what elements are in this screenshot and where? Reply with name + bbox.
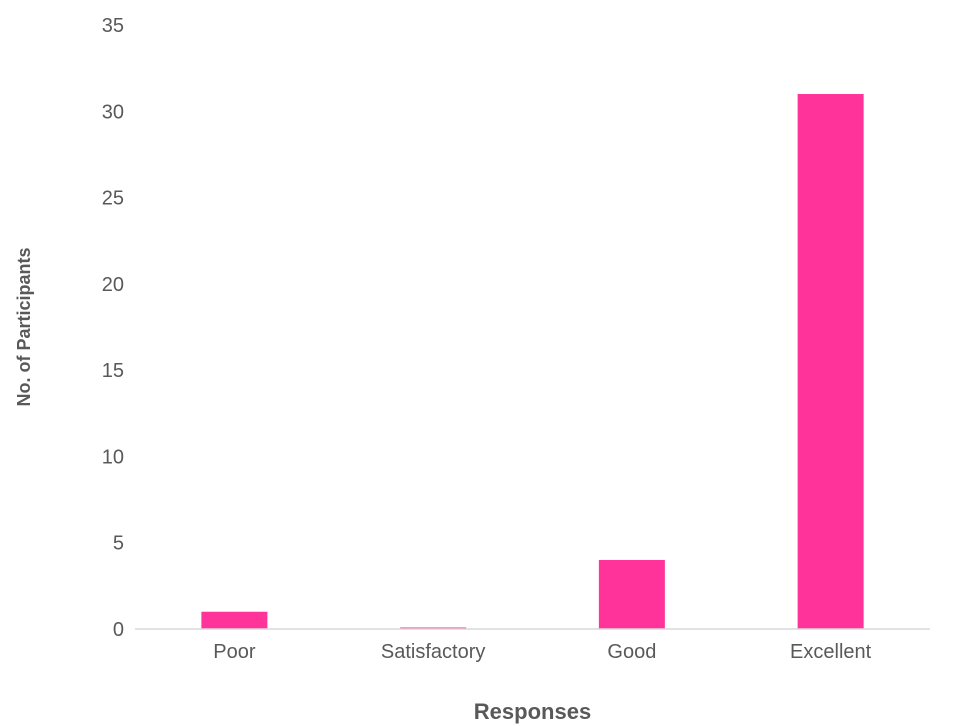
x-tick-label-excellent: Excellent xyxy=(790,641,872,663)
y-tick-label: 25 xyxy=(102,188,124,210)
x-axis-title: Responses xyxy=(474,699,591,724)
y-tick-label: 5 xyxy=(113,533,124,555)
bar-good xyxy=(598,559,665,629)
y-tick-label: 15 xyxy=(102,360,124,382)
bar-poor xyxy=(201,611,268,629)
y-tick-label: 0 xyxy=(113,619,124,641)
y-tick-label: 20 xyxy=(102,274,124,296)
y-tick-label: 35 xyxy=(102,15,124,37)
x-tick-label-good: Good xyxy=(607,641,656,663)
bar-excellent xyxy=(797,94,864,630)
y-axis-ticks: 0 5 10 15 20 25 30 35 xyxy=(102,15,124,641)
x-tick-label-satisfactory: Satisfactory xyxy=(381,641,485,663)
x-axis-ticks: Poor Satisfactory Good Excellent xyxy=(213,641,871,663)
x-tick-label-poor: Poor xyxy=(213,641,256,663)
bar-series xyxy=(201,94,864,630)
y-tick-label: 30 xyxy=(102,101,124,123)
y-tick-label: 10 xyxy=(102,446,124,468)
y-axis-title: No. of Participants xyxy=(14,247,34,406)
